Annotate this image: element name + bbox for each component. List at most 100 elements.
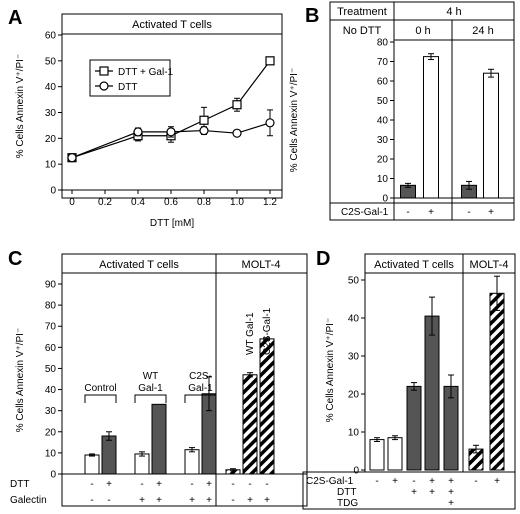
panel-a-y-tick-label: 60 bbox=[45, 31, 57, 42]
panel-a-frame bbox=[61, 13, 283, 199]
panel-d-bar bbox=[369, 439, 385, 471]
panel-d-row2-label: DTT bbox=[337, 487, 356, 498]
panel-a-point-circle bbox=[166, 127, 176, 137]
panel-d-bar bbox=[424, 315, 440, 471]
panel-d-row1-sign: - bbox=[474, 476, 477, 487]
panel-c-label: C bbox=[8, 248, 22, 270]
panel-a-point-circle bbox=[232, 128, 242, 138]
panel-a-x-tick-label: 1.2 bbox=[263, 197, 277, 208]
panel-c-bar bbox=[259, 338, 275, 475]
panel-b: B Treatment 4 h No DTT 0 h 24 h % Cells … bbox=[289, 1, 515, 221]
panel-a-y-tick-label: 20 bbox=[45, 134, 57, 145]
panel-b-bar bbox=[483, 72, 499, 199]
panel-c-bracket bbox=[84, 394, 117, 403]
panel-c-bar bbox=[242, 374, 258, 475]
panel-a-point-circle bbox=[199, 125, 209, 136]
panel-a-x-tick-label: 0 bbox=[69, 197, 75, 208]
panel-a-y-tick-label: 40 bbox=[45, 82, 57, 93]
panel-d-y-tick-label: 0 bbox=[353, 466, 359, 477]
panel-c-bracket-label: Gal-1 bbox=[138, 383, 163, 394]
panel-c-y-tick-label: 0 bbox=[50, 470, 56, 481]
panel-b-frame bbox=[329, 1, 515, 221]
panel-a-x-tick-label: 1.0 bbox=[230, 197, 244, 208]
panel-b-time: 4 h bbox=[446, 6, 461, 18]
panel-a-point-circle bbox=[265, 118, 275, 128]
panel-c-y-tick-label: 10 bbox=[45, 448, 57, 459]
panel-a-xlabel: DTT [mM] bbox=[150, 218, 194, 229]
panel-a-y-tick-label: 50 bbox=[45, 56, 57, 67]
panel-d-table-frame bbox=[302, 471, 516, 510]
panel-b-y-tick-label: 60 bbox=[377, 77, 389, 88]
panel-b-y-tick-label: 30 bbox=[377, 135, 389, 146]
panel-a-point-circle bbox=[133, 127, 143, 137]
panel-d-header-right: MOLT-4 bbox=[470, 259, 509, 271]
panel-b-y-tick-label: 70 bbox=[377, 57, 389, 68]
panel-b-24h: 24 h bbox=[472, 25, 493, 37]
panel-c-row1-sign: - bbox=[190, 479, 193, 490]
panel-b-0h: 0 h bbox=[415, 25, 430, 37]
panel-c-bracket-label: Gal-1 bbox=[188, 383, 213, 394]
panel-b-ylabel: % Cells Annexin V⁺/PI⁻ bbox=[289, 68, 300, 173]
panel-b-label: B bbox=[305, 5, 319, 27]
panel-d-bar bbox=[387, 437, 403, 471]
panel-c-bar bbox=[184, 449, 200, 475]
panel-c-y-tick-label: 20 bbox=[45, 427, 57, 438]
panel-a-x-tick-label: 0.6 bbox=[164, 197, 178, 208]
panel-d-row1-sign: + bbox=[448, 476, 454, 487]
panel-d-row1-sign: - bbox=[375, 476, 378, 487]
panel-c-y-tick-label: 70 bbox=[45, 322, 57, 333]
panel-a-legend-square bbox=[99, 66, 109, 76]
panel-c-bracket bbox=[134, 394, 167, 403]
panel-a-x-tick-label: 0.4 bbox=[131, 197, 145, 208]
panel-b-bar bbox=[423, 56, 439, 199]
panel-c-row1-sign: - bbox=[140, 479, 143, 490]
panel-d-row2-sign: + bbox=[448, 487, 454, 498]
panel-c-y-tick-label: 60 bbox=[45, 343, 57, 354]
panel-d: D Activated T cells MOLT-4 % Cells Annex… bbox=[302, 248, 516, 510]
panel-b-treatment: Treatment bbox=[337, 6, 387, 18]
panel-c-ylabel: % Cells Annexin V⁺/PI⁻ bbox=[15, 328, 26, 433]
panel-a-series-line bbox=[71, 60, 271, 159]
panel-d-row1-sign: + bbox=[494, 476, 500, 487]
panel-a-point-circle bbox=[67, 153, 77, 163]
panel-c-plot: 0102030405060708090ControlWTGal-1C2S-Gal… bbox=[45, 280, 307, 506]
panel-a-y-tick-label: 10 bbox=[45, 160, 57, 171]
panel-c-row2-sign: + bbox=[206, 495, 212, 506]
panel-d-bar bbox=[406, 385, 422, 471]
panel-a-x-tick-label: 0.8 bbox=[197, 197, 211, 208]
panel-c-bar bbox=[84, 454, 100, 475]
panel-c-y-tick-label: 80 bbox=[45, 301, 57, 312]
panel-c-row2-sign: + bbox=[264, 495, 270, 506]
panel-b-sign: - bbox=[406, 207, 409, 218]
panel-a-y-tick-label: 0 bbox=[50, 186, 56, 197]
panel-b-sign: + bbox=[488, 207, 494, 218]
panel-d-label: D bbox=[316, 248, 330, 270]
panel-a-x-tick-label: 0.2 bbox=[98, 197, 112, 208]
panel-d-y-tick-label: 50 bbox=[348, 276, 360, 287]
panel-c-row1-sign: - bbox=[265, 479, 268, 490]
panel-c-rot-label: C2S-Gal-1 bbox=[262, 307, 273, 355]
panel-c-bracket-label: WT bbox=[143, 371, 159, 382]
panel-d-y-tick-label: 10 bbox=[348, 428, 360, 439]
panel-d-row1-sign: + bbox=[392, 476, 398, 487]
panel-b-y-tick-label: 10 bbox=[377, 174, 389, 185]
panel-d-y-tick-label: 20 bbox=[348, 390, 360, 401]
panel-d-row3-label: TDG bbox=[337, 498, 358, 509]
panel-a-label: A bbox=[8, 7, 22, 29]
panel-c: C Activated T cells MOLT-4 % Cells Annex… bbox=[8, 248, 308, 507]
panel-d-bar bbox=[443, 385, 459, 471]
panel-c-y-tick-label: 90 bbox=[45, 280, 57, 291]
panel-a-ylabel: % Cells Annexin V⁺/PI⁻ bbox=[15, 54, 26, 159]
panel-d-bar bbox=[489, 292, 505, 471]
panel-d-row1-sign: - bbox=[412, 476, 415, 487]
panel-d-y-tick-label: 30 bbox=[348, 352, 360, 363]
panel-c-bracket-label: Control bbox=[84, 383, 116, 394]
panel-c-row1-sign: + bbox=[106, 479, 112, 490]
panel-a-legend-label: DTT + Gal-1 bbox=[118, 67, 174, 78]
panel-a-legend-label: DTT bbox=[118, 82, 137, 93]
panel-c-row1-sign: + bbox=[156, 479, 162, 490]
panel-a-plot: 0 10 20 30 40 50 60 0 0.2 0.4 0.6 0.8 1.0 1.2 DTT + Ga… bbox=[45, 31, 282, 208]
panel-a-series-line bbox=[71, 122, 271, 159]
panel-c-row2-sign: - bbox=[107, 495, 110, 506]
